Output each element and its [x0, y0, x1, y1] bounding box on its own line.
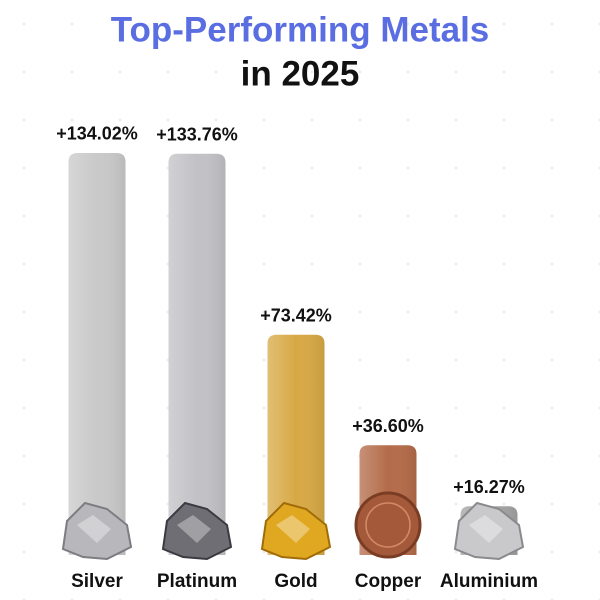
- bar-shine: [267, 334, 325, 555]
- x-tick-label: Platinum: [157, 571, 237, 592]
- nugget-facet: [77, 515, 111, 543]
- nugget: [260, 501, 332, 561]
- x-tick-label: Gold: [274, 571, 317, 592]
- value-label: +16.27%: [453, 477, 525, 497]
- nugget: [453, 501, 525, 561]
- value-label: +36.60%: [352, 416, 424, 436]
- x-tick-label: Aluminium: [440, 571, 538, 592]
- x-tick-label: Copper: [355, 571, 422, 592]
- nugget-facet: [469, 515, 503, 543]
- value-label: +73.42%: [260, 305, 332, 325]
- bar-shine: [68, 152, 126, 555]
- coin-inner: [365, 502, 411, 548]
- nugget-facet: [276, 515, 310, 543]
- chart-subtitle: in 2025: [241, 54, 360, 93]
- value-label: +134.02%: [56, 124, 138, 144]
- bar-shine: [168, 153, 226, 555]
- nugget: [161, 501, 233, 561]
- value-label: +133.76%: [156, 124, 238, 144]
- chart-title: Top-Performing Metals: [111, 10, 490, 49]
- nugget: [61, 501, 133, 561]
- x-tick-label: Silver: [71, 571, 123, 592]
- nugget-facet: [177, 515, 211, 543]
